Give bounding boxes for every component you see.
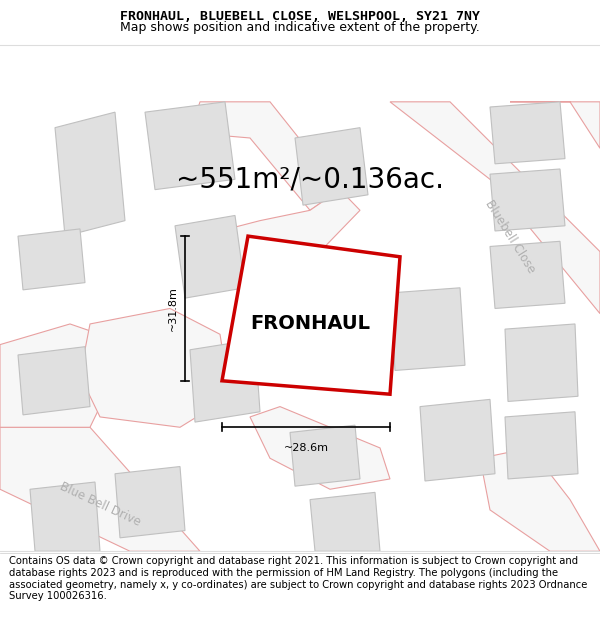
Polygon shape [250, 407, 390, 489]
Text: Map shows position and indicative extent of the property.: Map shows position and indicative extent… [120, 21, 480, 34]
Polygon shape [220, 189, 360, 278]
Polygon shape [55, 112, 125, 236]
Polygon shape [505, 324, 578, 401]
Polygon shape [145, 102, 235, 189]
Text: Blue Bell Drive: Blue Bell Drive [58, 481, 142, 529]
Polygon shape [190, 339, 260, 422]
Text: ~551m²/~0.136ac.: ~551m²/~0.136ac. [176, 165, 444, 193]
Text: FRONHAUL: FRONHAUL [250, 314, 370, 334]
Polygon shape [310, 492, 380, 551]
Polygon shape [510, 102, 600, 148]
Polygon shape [270, 311, 335, 378]
Polygon shape [480, 448, 600, 551]
Polygon shape [115, 466, 185, 538]
Text: Contains OS data © Crown copyright and database right 2021. This information is : Contains OS data © Crown copyright and d… [9, 556, 587, 601]
Polygon shape [80, 309, 230, 428]
Polygon shape [30, 482, 100, 551]
Polygon shape [490, 169, 565, 231]
Polygon shape [18, 229, 85, 290]
Text: ~31.8m: ~31.8m [168, 286, 178, 331]
Polygon shape [420, 399, 495, 481]
Polygon shape [390, 102, 600, 314]
Polygon shape [18, 347, 90, 415]
Polygon shape [175, 216, 245, 298]
Polygon shape [0, 324, 130, 428]
Polygon shape [0, 428, 200, 551]
Polygon shape [490, 241, 565, 309]
Text: ~28.6m: ~28.6m [284, 442, 329, 452]
Polygon shape [290, 425, 360, 486]
Polygon shape [390, 288, 465, 371]
Text: FRONHAUL, BLUEBELL CLOSE, WELSHPOOL, SY21 7NY: FRONHAUL, BLUEBELL CLOSE, WELSHPOOL, SY2… [120, 10, 480, 23]
Text: Bluebell Close: Bluebell Close [482, 198, 538, 275]
Polygon shape [490, 102, 565, 164]
Polygon shape [505, 412, 578, 479]
Polygon shape [295, 127, 368, 205]
Polygon shape [190, 102, 340, 210]
Polygon shape [222, 236, 400, 394]
